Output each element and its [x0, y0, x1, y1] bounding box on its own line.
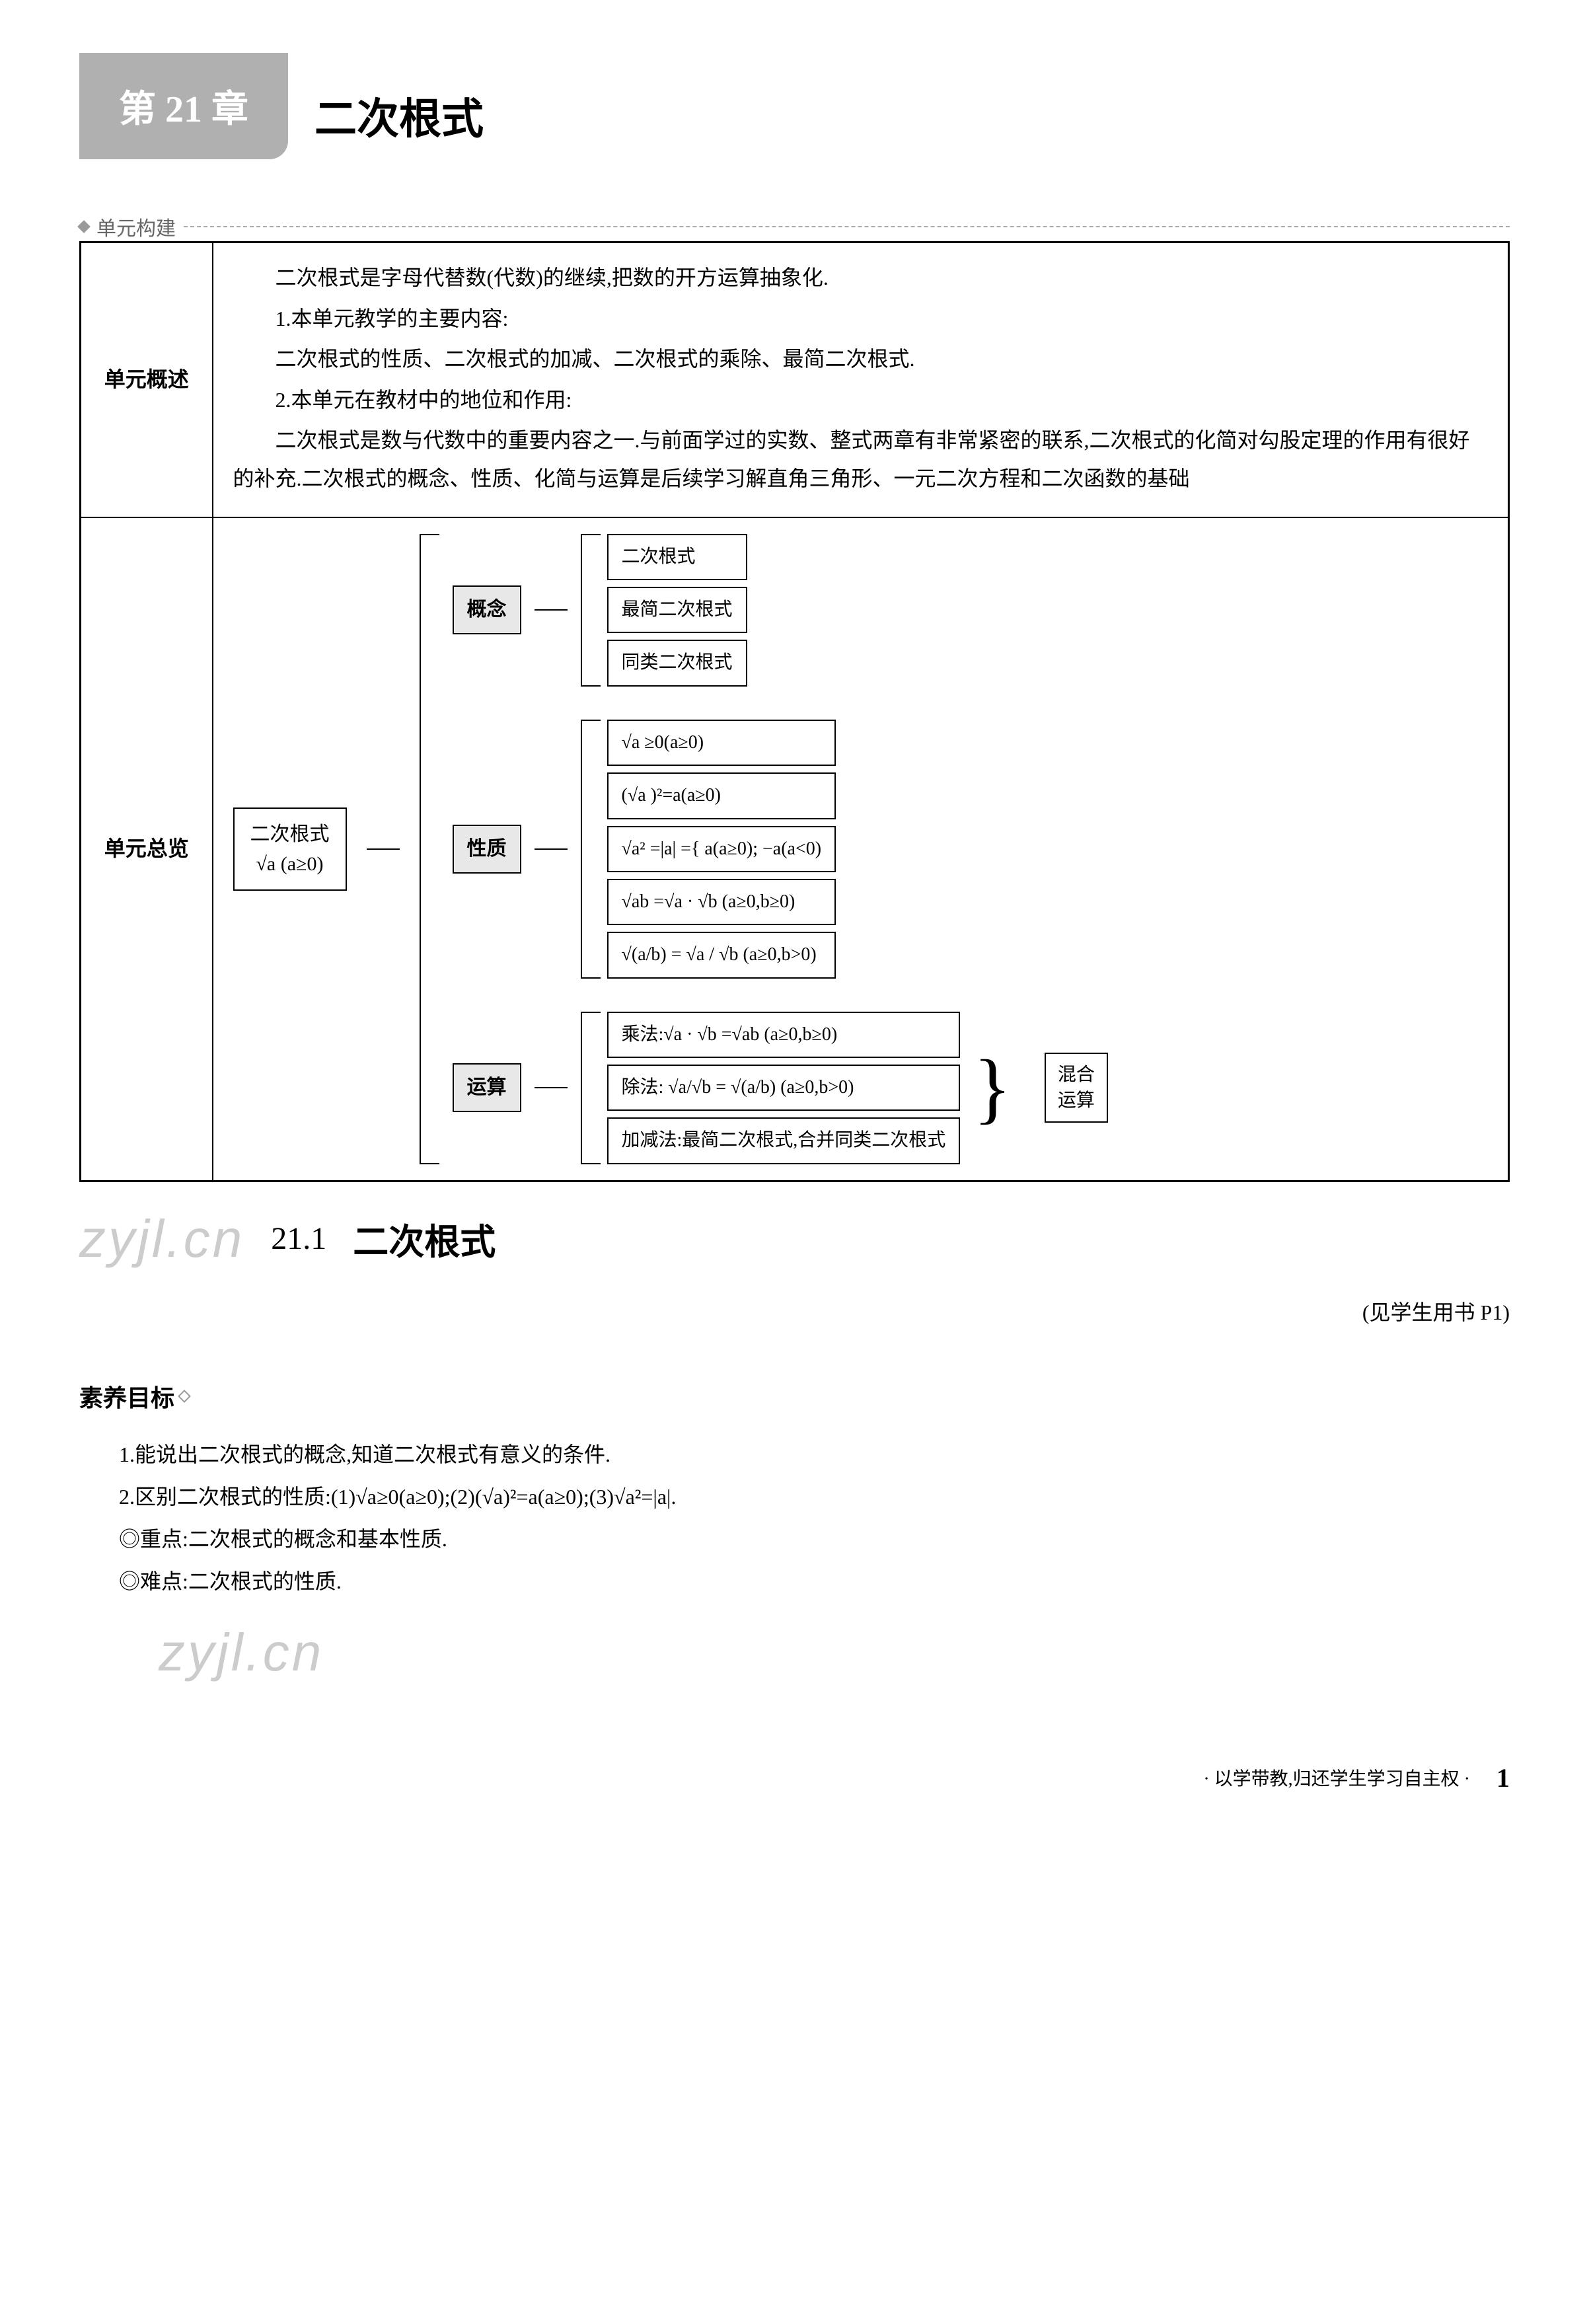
- overview-p2: 1.本单元教学的主要内容:: [233, 300, 1489, 338]
- property-leaves: √a ≥0(a≥0) (√a )²=a(a≥0) √a² =|a| ={ a(a…: [607, 720, 836, 979]
- goal-item: ◎重点:二次根式的概念和基本性质.: [119, 1518, 1510, 1560]
- concept-leaves: 二次根式 最简二次根式 同类二次根式: [607, 534, 747, 687]
- root-line2: √a (a≥0): [250, 849, 330, 879]
- concept-label: 概念: [453, 585, 521, 634]
- connector-line: [535, 848, 568, 850]
- page-footer: · 以学带教,归还学生学习自主权 · 1: [79, 1762, 1510, 1793]
- diagram-content: 二次根式 √a (a≥0) 概念 二次根式 最简二次根式 同类二次根式: [213, 517, 1509, 1181]
- overview-p4: 2.本单元在教材中的地位和作用:: [233, 381, 1489, 420]
- unit-table: 单元概述 二次根式是字母代替数(代数)的继续,把数的开方运算抽象化. 1.本单元…: [79, 241, 1510, 1182]
- table-row: 单元总览 二次根式 √a (a≥0) 概念 二次根式: [81, 517, 1509, 1181]
- bracket-icon: [581, 720, 601, 979]
- chapter-badge: 第 21 章: [79, 53, 288, 159]
- watermark-text: zyjl.cn: [159, 1623, 324, 1682]
- chapter-header: 第 21 章 二次根式: [79, 53, 1510, 159]
- mix-box: 混合 运算: [1045, 1053, 1108, 1123]
- bracket-icon: [420, 534, 439, 1164]
- connector-line: [535, 1087, 568, 1088]
- overview-content: 二次根式是字母代替数(代数)的继续,把数的开方运算抽象化. 1.本单元教学的主要…: [213, 243, 1509, 517]
- diamond-icon: [77, 220, 91, 233]
- branches: 概念 二次根式 最简二次根式 同类二次根式 性质: [453, 534, 1108, 1164]
- goals-list: 1.能说出二次根式的概念,知道二次根式有意义的条件. 2.区别二次根式的性质:(…: [79, 1433, 1510, 1602]
- branch-property: 性质 √a ≥0(a≥0) (√a )²=a(a≥0) √a² =|a| ={ …: [453, 720, 1108, 979]
- concept-diagram: 二次根式 √a (a≥0) 概念 二次根式 最简二次根式 同类二次根式: [233, 534, 1489, 1164]
- goals-header: 素养目标: [79, 1379, 1510, 1413]
- overview-p5: 二次根式是数与代数中的重要内容之一.与前面学过的实数、整式两章有非常紧密的联系,…: [233, 422, 1489, 498]
- leaf-item: 加减法:最简二次根式,合并同类二次根式: [607, 1117, 961, 1164]
- leaf-item: √a² =|a| ={ a(a≥0); −a(a<0): [607, 826, 836, 872]
- section-title: 二次根式: [353, 1213, 496, 1265]
- goal-item: 1.能说出二次根式的概念,知道二次根式有意义的条件.: [119, 1433, 1510, 1476]
- overview-p3: 二次根式的性质、二次根式的加减、二次根式的乘除、最简二次根式.: [233, 340, 1489, 379]
- overview-label: 单元概述: [81, 243, 213, 517]
- section-build-label: 单元构建: [79, 212, 1510, 241]
- page-number: 1: [1497, 1762, 1510, 1793]
- see-book-ref: (见学生用书 P1): [79, 1296, 1510, 1326]
- brace-icon: }: [973, 1064, 1012, 1111]
- chapter-title: 二次根式: [314, 85, 484, 159]
- leaf-item: √a ≥0(a≥0): [607, 720, 836, 766]
- leaf-item: 乘法:√a · √b =√ab (a≥0,b≥0): [607, 1012, 961, 1058]
- diagram-root: 二次根式 √a (a≥0): [233, 807, 347, 891]
- leaf-item: (√a )²=a(a≥0): [607, 772, 836, 819]
- branch-concept: 概念 二次根式 最简二次根式 同类二次根式: [453, 534, 1108, 687]
- operation-label: 运算: [453, 1063, 521, 1112]
- diagram-label: 单元总览: [81, 517, 213, 1181]
- leaf-item: 二次根式: [607, 534, 747, 580]
- branch-operation: 运算 乘法:√a · √b =√ab (a≥0,b≥0) 除法: √a/√b =…: [453, 1012, 1108, 1164]
- mix-line1: 混合: [1058, 1062, 1095, 1088]
- table-row: 单元概述 二次根式是字母代替数(代数)的继续,把数的开方运算抽象化. 1.本单元…: [81, 243, 1509, 517]
- watermark-text: zyjl.cn: [79, 1209, 244, 1269]
- leaf-item: 除法: √a/√b = √(a/b) (a≥0,b>0): [607, 1065, 961, 1111]
- bracket-icon: [581, 534, 601, 687]
- leaf-item: √ab =√a · √b (a≥0,b≥0): [607, 879, 836, 925]
- bracket-icon: [581, 1012, 601, 1164]
- goal-item: ◎难点:二次根式的性质.: [119, 1560, 1510, 1602]
- goal-item: 2.区别二次根式的性质:(1)√a≥0(a≥0);(2)(√a)²=a(a≥0)…: [119, 1476, 1510, 1518]
- leaf-item: 同类二次根式: [607, 640, 747, 686]
- property-label: 性质: [453, 825, 521, 874]
- footer-motto: · 以学带教,归还学生学习自主权 ·: [1203, 1764, 1470, 1791]
- overview-p1: 二次根式是字母代替数(代数)的继续,把数的开方运算抽象化.: [233, 259, 1489, 297]
- leaf-item: 最简二次根式: [607, 587, 747, 633]
- section-heading: zyjl.cn 21.1 二次根式: [79, 1209, 1510, 1269]
- leaf-item: √(a/b) = √a / √b (a≥0,b>0): [607, 932, 836, 978]
- root-line1: 二次根式: [250, 819, 330, 849]
- connector-line: [535, 609, 568, 611]
- mix-line2: 运算: [1058, 1088, 1095, 1113]
- diamond-icon: [178, 1390, 191, 1403]
- dashes-line: [184, 226, 1510, 227]
- goals-header-text: 素养目标: [79, 1379, 174, 1413]
- section-number: 21.1: [271, 1220, 326, 1257]
- section-build-text: 单元构建: [96, 212, 176, 241]
- connector-line: [367, 848, 400, 850]
- operation-leaves: 乘法:√a · √b =√ab (a≥0,b≥0) 除法: √a/√b = √(…: [607, 1012, 961, 1164]
